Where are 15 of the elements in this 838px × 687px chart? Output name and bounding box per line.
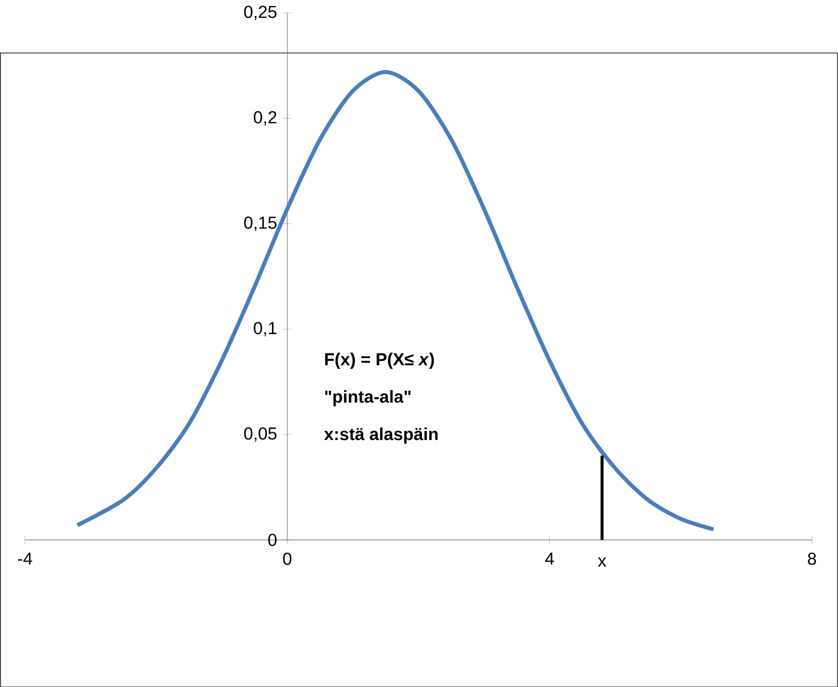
x-tick-label: 0 [283, 552, 292, 565]
y-tick-label: 0,25 [244, 6, 276, 20]
y-tick-label: 0,05 [244, 427, 276, 442]
y-tick-label: 0,2 [254, 110, 276, 126]
annotation: x:stä alaspäin [324, 427, 438, 444]
annotation: x [598, 557, 606, 566]
annotation: "pinta-ala" [325, 390, 411, 406]
x-tick-label: -4 [18, 552, 32, 564]
y-tick-label: 0,1 [254, 322, 276, 336]
x-tick-label: 4 [545, 552, 554, 564]
x-tick-label: 8 [808, 552, 816, 565]
annotation: F(x) = P(X≤ x) [325, 352, 434, 369]
y-tick-label: 0,15 [244, 216, 276, 231]
y-tick-label: 0 [268, 534, 277, 546]
line-series [75, 70, 716, 532]
